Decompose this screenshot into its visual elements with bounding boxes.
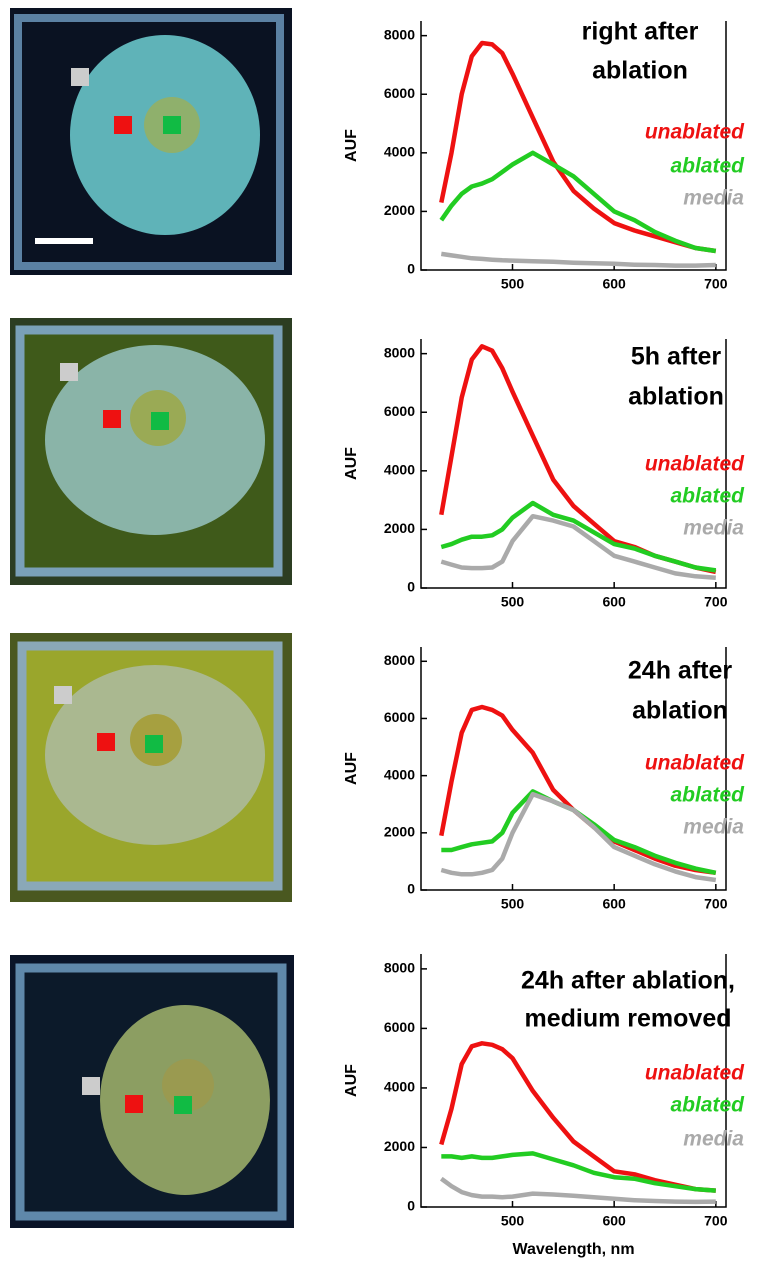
y-tick-label: 2000	[384, 520, 415, 536]
legend-label: unablated	[645, 121, 745, 144]
y-tick-label: 0	[407, 261, 415, 277]
legend-label: media	[683, 187, 744, 210]
legend-label: ablated	[670, 485, 745, 508]
photo	[10, 318, 292, 585]
y-tick-label: 8000	[384, 960, 415, 976]
legend-label: unablated	[645, 453, 745, 476]
legend-label: ablated	[670, 1094, 745, 1117]
y-axis-label: AUF	[343, 752, 360, 785]
legend-label: media	[683, 517, 744, 540]
y-tick-label: 2000	[384, 824, 415, 840]
x-tick-label: 700	[704, 594, 728, 610]
x-tick-label: 600	[602, 594, 626, 610]
y-tick-label: 6000	[384, 85, 415, 101]
chart-title: 24h after ablation,	[521, 967, 735, 995]
chart-title: ablation	[632, 697, 728, 725]
x-tick-label: 600	[602, 896, 626, 912]
series-line	[440, 791, 717, 883]
y-tick-label: 0	[407, 579, 415, 595]
legend-label: media	[683, 816, 744, 839]
y-tick-label: 6000	[384, 403, 415, 419]
chart-title: right after	[582, 18, 699, 46]
series-line	[440, 513, 716, 580]
y-tick-label: 4000	[384, 144, 415, 160]
x-tick-label: 700	[704, 896, 728, 912]
series-line	[439, 1176, 716, 1205]
legend-label: ablated	[670, 784, 745, 807]
x-tick-label: 600	[602, 276, 626, 292]
y-tick-label: 0	[407, 1198, 415, 1214]
series-line	[439, 150, 717, 254]
axes-frame	[420, 21, 727, 271]
x-tick-label: 700	[704, 1213, 728, 1229]
y-tick-label: 8000	[384, 26, 415, 42]
photo	[10, 633, 292, 902]
y-tick-label: 2000	[384, 202, 415, 218]
series-line	[441, 1151, 716, 1193]
chart-title: ablation	[592, 57, 688, 85]
y-tick-label: 6000	[384, 709, 415, 725]
series-line	[439, 40, 717, 254]
chart-title: 5h after	[631, 343, 722, 371]
x-tick-label: 500	[501, 1213, 525, 1229]
y-tick-label: 0	[407, 881, 415, 897]
x-axis-label: Wavelength, nm	[512, 1241, 634, 1258]
chart-title: medium removed	[524, 1005, 731, 1033]
legend-label: unablated	[645, 1062, 745, 1085]
x-tick-label: 700	[704, 276, 728, 292]
legend-label: unablated	[645, 752, 745, 775]
photo	[10, 955, 294, 1228]
axes-frame	[420, 339, 727, 589]
series-line	[439, 1041, 716, 1193]
axes-frame	[420, 954, 727, 1208]
y-tick-label: 8000	[384, 652, 415, 668]
series-line	[440, 500, 717, 573]
x-tick-label: 500	[501, 594, 525, 610]
chart-title: ablation	[628, 383, 724, 411]
y-tick-label: 2000	[384, 1138, 415, 1154]
series-line	[440, 251, 716, 268]
chart-title: 24h after	[628, 657, 732, 685]
x-tick-label: 600	[602, 1213, 626, 1229]
photo	[10, 8, 292, 275]
y-axis-label: AUF	[343, 1064, 360, 1097]
y-tick-label: 6000	[384, 1019, 415, 1035]
y-axis-label: AUF	[343, 447, 360, 480]
axes-frame	[420, 647, 727, 891]
y-tick-label: 4000	[384, 462, 415, 478]
legend-label: media	[683, 1128, 744, 1151]
y-tick-label: 4000	[384, 766, 415, 782]
series-line	[439, 704, 717, 876]
y-axis-label: AUF	[343, 129, 360, 162]
x-tick-label: 500	[501, 276, 525, 292]
y-tick-label: 8000	[384, 344, 415, 360]
legend-label: ablated	[670, 155, 745, 178]
x-tick-label: 500	[501, 896, 525, 912]
y-tick-label: 4000	[384, 1079, 415, 1095]
